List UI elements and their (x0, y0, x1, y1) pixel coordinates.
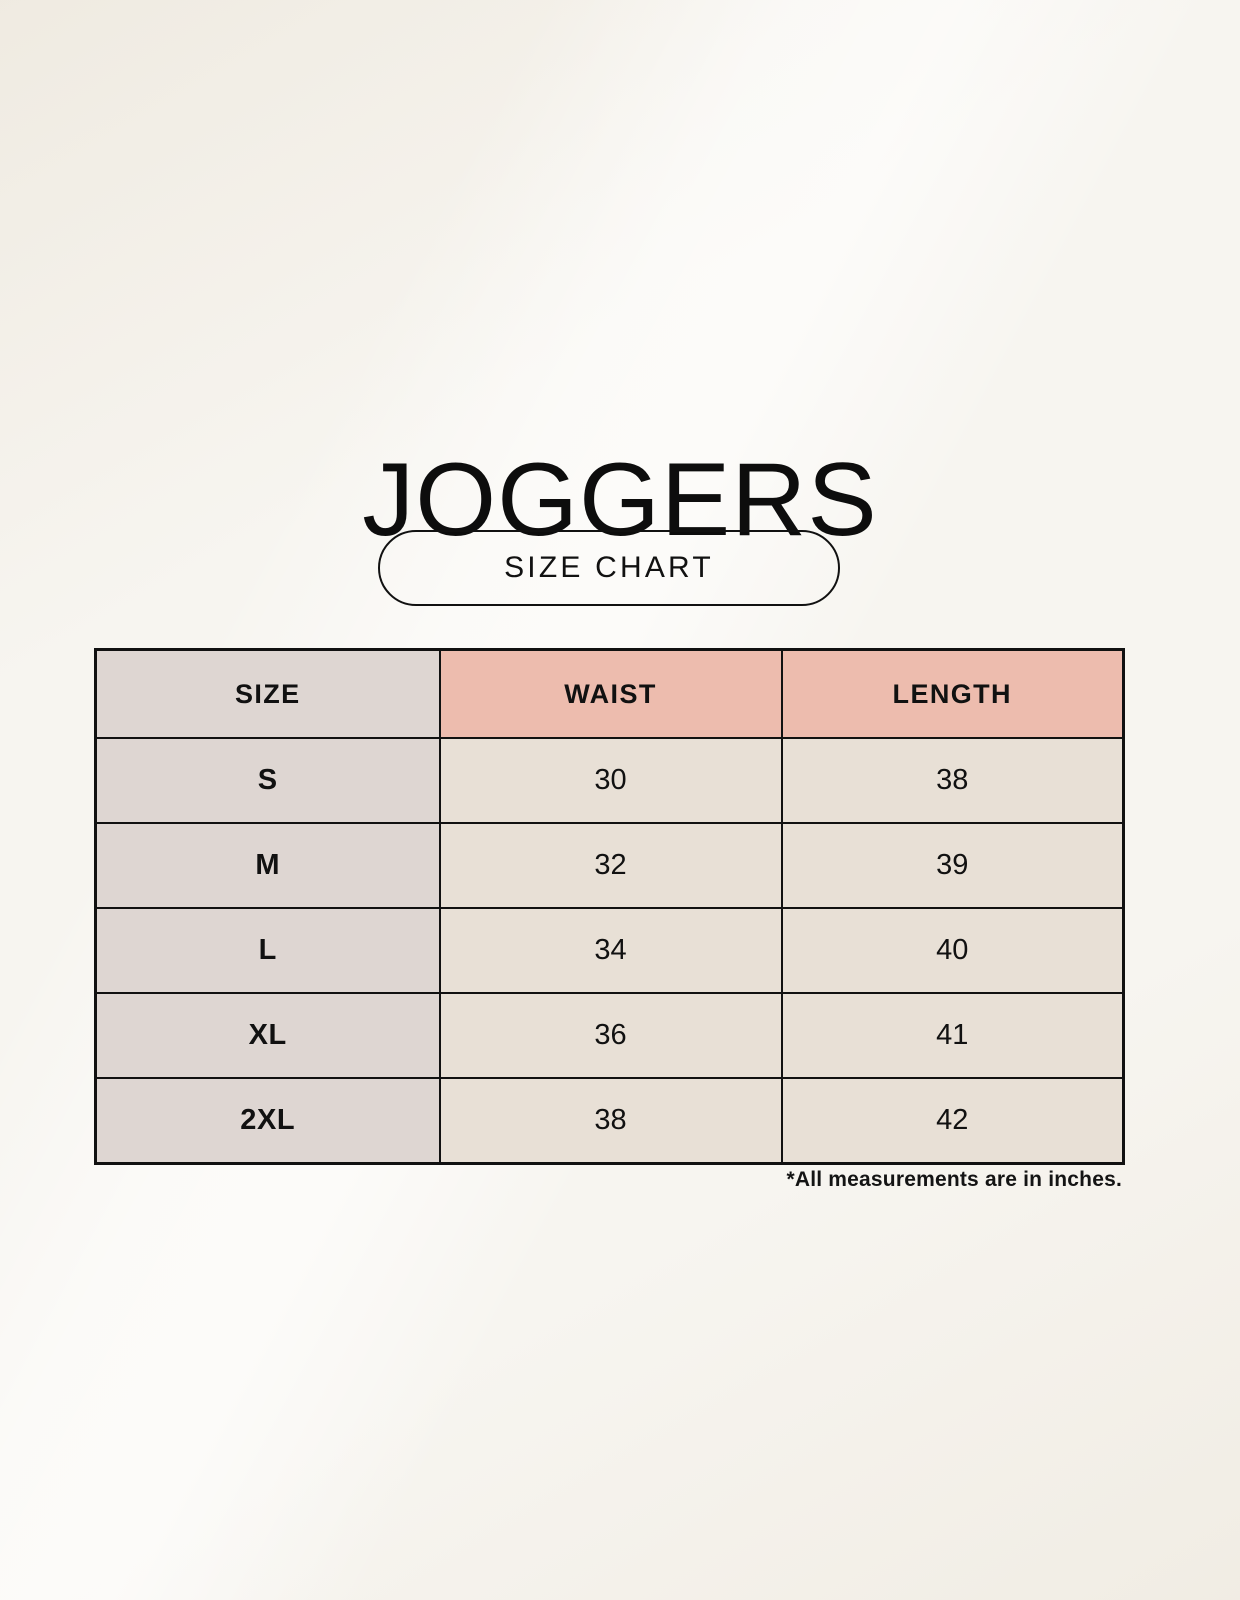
column-header-length: LENGTH (780, 648, 1125, 739)
cell-size: M (94, 822, 441, 909)
cell-size: 2XL (94, 1077, 441, 1164)
table-body: S 30 38 M 32 39 L 34 40 XL 36 41 2XL 38 (94, 737, 1125, 1164)
table-row: M 32 39 (94, 822, 1125, 909)
table-header-row: SIZE WAIST LENGTH (94, 648, 1125, 739)
cell-length: 40 (780, 907, 1125, 994)
cell-waist: 32 (438, 822, 783, 909)
cell-length: 41 (780, 992, 1125, 1079)
column-header-size: SIZE (94, 648, 441, 739)
cell-waist: 36 (438, 992, 783, 1079)
cell-waist: 30 (438, 737, 783, 824)
cell-waist: 34 (438, 907, 783, 994)
cell-waist: 38 (438, 1077, 783, 1164)
table-row: 2XL 38 42 (94, 1077, 1125, 1164)
cell-size: L (94, 907, 441, 994)
cell-size: XL (94, 992, 441, 1079)
cell-length: 39 (780, 822, 1125, 909)
size-chart-table: SIZE WAIST LENGTH S 30 38 M 32 39 L 34 4… (94, 648, 1125, 1165)
measurements-footnote: *All measurements are in inches. (786, 1168, 1122, 1191)
table-row: L 34 40 (94, 907, 1125, 994)
cell-length: 42 (780, 1077, 1125, 1164)
size-chart-badge-label: SIZE CHART (504, 551, 714, 584)
table-row: S 30 38 (94, 737, 1125, 824)
cell-size: S (94, 737, 441, 824)
column-header-waist: WAIST (438, 648, 783, 739)
cell-length: 38 (780, 737, 1125, 824)
size-chart-badge: SIZE CHART (378, 530, 840, 606)
page-title: JOGGERS (362, 441, 878, 558)
table-row: XL 36 41 (94, 992, 1125, 1079)
table-header: SIZE WAIST LENGTH (94, 648, 1125, 739)
